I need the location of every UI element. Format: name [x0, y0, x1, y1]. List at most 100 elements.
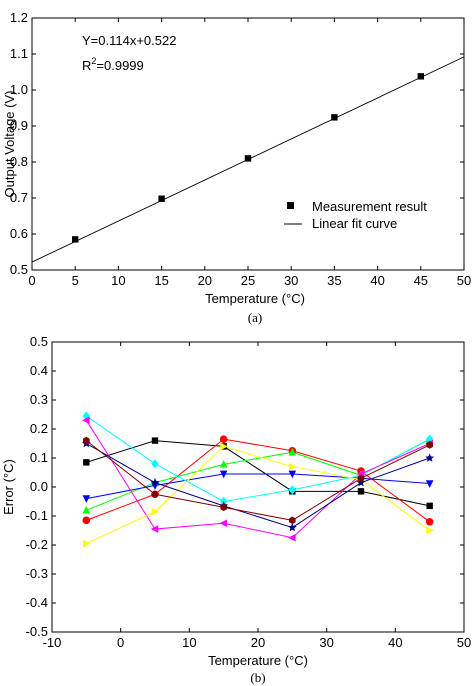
data-point	[150, 478, 160, 487]
x-tick-label: 50	[457, 273, 471, 288]
data-point	[289, 516, 296, 525]
x-tick-label: 0	[28, 273, 35, 288]
x-tick-label: 15	[154, 273, 168, 288]
data-point	[150, 525, 159, 533]
data-point	[287, 523, 297, 532]
panel-b-chart: -10 0 10 20 30 40 50 -0.5 -0.4 -0.3 -0.2 -0.1 0.0 0.1…	[1, 334, 471, 685]
y-tick-label: 0.3	[30, 392, 48, 407]
data-point	[219, 519, 227, 528]
x-tick-label: 0	[117, 635, 124, 650]
data-point	[219, 460, 228, 468]
y-tick-label: 0.5	[30, 334, 48, 349]
data-point	[425, 453, 435, 462]
x-tick-label: 25	[241, 273, 255, 288]
y-tick-label: 0.2	[30, 421, 48, 436]
y-tick-label: 0.4	[30, 363, 48, 378]
x-tick-label: 45	[414, 273, 428, 288]
axis-ticks-b: -10 0 10 20 30 40 50 -0.5 -0.4 -0.3 -0.2 -0.1 0.0 0.1…	[26, 334, 472, 650]
x-tick-label: -10	[43, 635, 62, 650]
series-line	[85, 420, 430, 539]
data-point	[219, 470, 228, 479]
data-point	[82, 505, 91, 514]
data-point	[83, 436, 90, 445]
data-point	[356, 478, 366, 487]
data-point	[357, 488, 365, 495]
data-point	[426, 526, 434, 535]
series-line	[86, 443, 430, 529]
x-tick-label: 10	[182, 635, 196, 650]
data-point	[219, 435, 228, 443]
data-point	[426, 441, 433, 449]
data-point	[425, 480, 434, 488]
plot-area-a	[31, 56, 465, 263]
data-point	[417, 73, 424, 80]
data-point	[331, 114, 338, 121]
axis-ticks-a: 0 5 10 15 20 25 30 35 40 45 50 0.5 0.6 0.7 0.8 0.9 1.0 1.…	[10, 10, 471, 288]
series-line	[86, 438, 430, 511]
data-point	[220, 503, 227, 512]
data-point	[357, 474, 365, 483]
x-tick-label: 20	[198, 273, 212, 288]
y-tick-label: 0.8	[10, 154, 28, 169]
x-tick-label: 35	[327, 273, 341, 288]
y-tick-label: -0.2	[26, 537, 48, 552]
data-point	[83, 459, 90, 466]
data-point	[288, 470, 297, 479]
y-tick-label: 0.1	[30, 450, 48, 465]
y-tick-label: 0.9	[10, 118, 28, 133]
r-squared: R2=0.9999	[82, 56, 144, 73]
fit-equation: Y=0.114x+0.522	[82, 33, 176, 48]
data-point	[72, 236, 79, 243]
y-tick-label: 1.2	[10, 10, 28, 25]
series-line	[86, 440, 430, 507]
data-point	[151, 459, 159, 469]
x-tick-label: 20	[251, 635, 265, 650]
y-tick-label: 1.0	[10, 82, 28, 97]
data-point	[425, 518, 434, 526]
y-tick-label: 0.0	[30, 479, 48, 494]
data-point	[83, 539, 91, 548]
y-tick-label: 1.1	[10, 46, 28, 61]
x-axis-title-a: Temperature (°C)	[205, 291, 305, 306]
data-point	[288, 485, 297, 495]
series-line	[86, 473, 430, 500]
data-point	[288, 447, 297, 456]
y-tick-label: -0.1	[26, 508, 48, 523]
data-point	[151, 490, 159, 499]
y-tick-label: 0.5	[10, 262, 28, 277]
legend-label-measurement: Measurement result	[312, 199, 427, 214]
data-point	[82, 495, 91, 503]
data-point	[244, 155, 252, 162]
legend-marker-measurement	[287, 202, 294, 209]
x-tick-label: 30	[319, 635, 333, 650]
x-axis-title-b: Temperature (°C)	[208, 653, 308, 668]
y-tick-label: -0.3	[26, 566, 48, 581]
plot-frame-a	[31, 17, 465, 271]
data-point	[82, 416, 90, 425]
x-tick-label: 10	[111, 273, 125, 288]
y-axis-title-b: Error (°C)	[1, 459, 16, 515]
data-point	[426, 502, 433, 510]
data-point	[82, 516, 91, 525]
plot-area-b	[81, 411, 435, 548]
y-tick-label: -0.5	[26, 624, 48, 639]
data-point	[151, 437, 159, 444]
data-point	[289, 462, 297, 471]
legend-a: Measurement result Linear fit curve	[284, 199, 427, 231]
data-point	[158, 195, 165, 202]
x-tick-label: 50	[457, 635, 471, 650]
panel-label-b: (b)	[250, 670, 265, 685]
data-point	[288, 533, 296, 542]
y-tick-label: 0.6	[10, 226, 28, 241]
x-tick-label: 30	[284, 273, 298, 288]
panel-label-a: (a)	[248, 310, 262, 325]
data-point	[220, 442, 228, 451]
plot-frame-b	[51, 341, 465, 633]
y-tick-label: -0.4	[26, 595, 48, 610]
x-tick-label: 40	[388, 635, 402, 650]
x-tick-label: 40	[370, 273, 384, 288]
series-line	[86, 445, 430, 545]
data-point	[425, 434, 434, 444]
legend-label-fit: Linear fit curve	[312, 216, 397, 231]
